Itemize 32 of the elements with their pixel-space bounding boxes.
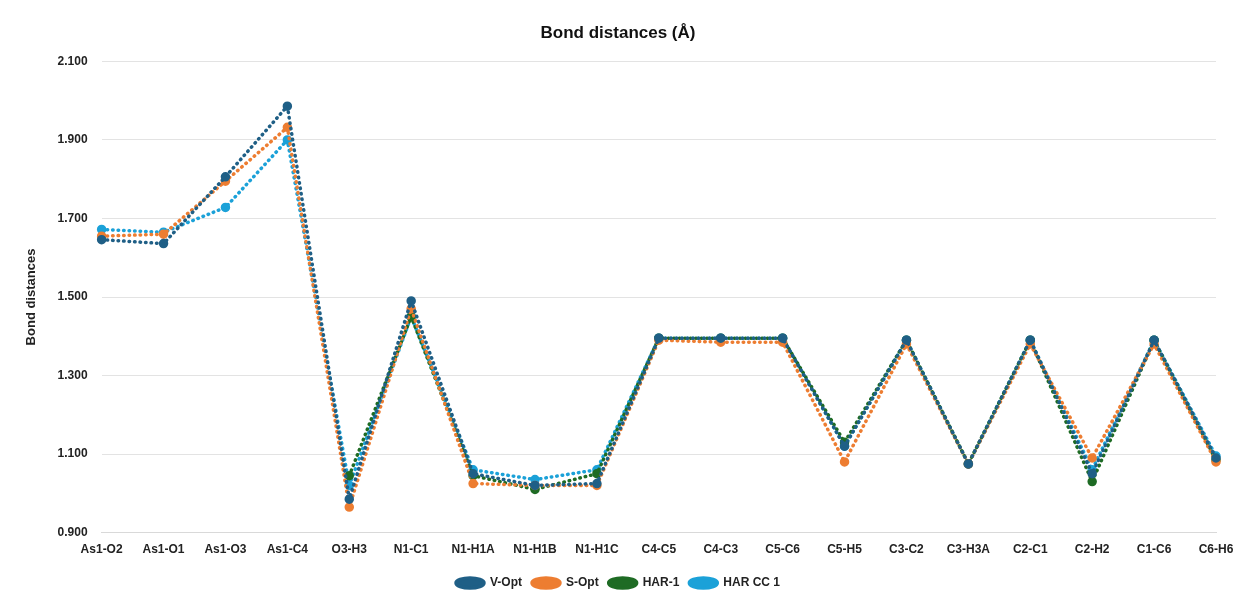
y-tick-label: 1.500 [57,289,88,304]
legend-label: HAR CC 1 [723,575,781,590]
legend-label: V-Opt [490,575,522,590]
legend-label: HAR-1 [642,575,680,590]
x-tick-label: C3-H3A [946,542,991,557]
y-axis-title: Bond distances [23,248,39,346]
x-tick-label: C4-C5 [641,542,677,557]
x-tick-label: N1-H1C [575,542,619,557]
y-tick-label: 1.900 [57,132,88,147]
x-tick-label: C3-C2 [889,542,925,557]
x-tick-label: C4-C3 [703,542,739,557]
y-tick-label: 1.300 [57,367,88,382]
x-tick-label: C5-H5 [827,542,863,557]
x-tick-label: C1-C6 [1136,542,1172,557]
x-tick-label: N1-C1 [393,542,429,557]
x-tick-label: C6-H6 [1198,542,1234,557]
y-tick-label: 1.100 [57,446,88,461]
legend-label: S-Opt [566,575,599,590]
y-tick-label: 2.100 [57,53,88,68]
x-tick-label: C5-C6 [765,542,801,557]
x-tick-label: O3-H3 [331,542,368,557]
x-tick-label: N1-H1B [513,542,557,557]
x-tick-label: As1-O1 [142,542,185,557]
chart-title: Bond distances (Å) [540,22,696,42]
x-tick-label: N1-H1A [451,542,496,557]
y-tick-label: 1.700 [57,210,88,225]
y-tick-label: 0.900 [57,524,88,539]
x-tick-label: As1-O2 [80,542,123,557]
x-tick-label: C2-H2 [1074,542,1110,557]
x-tick-label: As1-O3 [204,542,247,557]
x-tick-label: C2-C1 [1012,542,1048,557]
x-tick-label: As1-C4 [266,542,309,557]
